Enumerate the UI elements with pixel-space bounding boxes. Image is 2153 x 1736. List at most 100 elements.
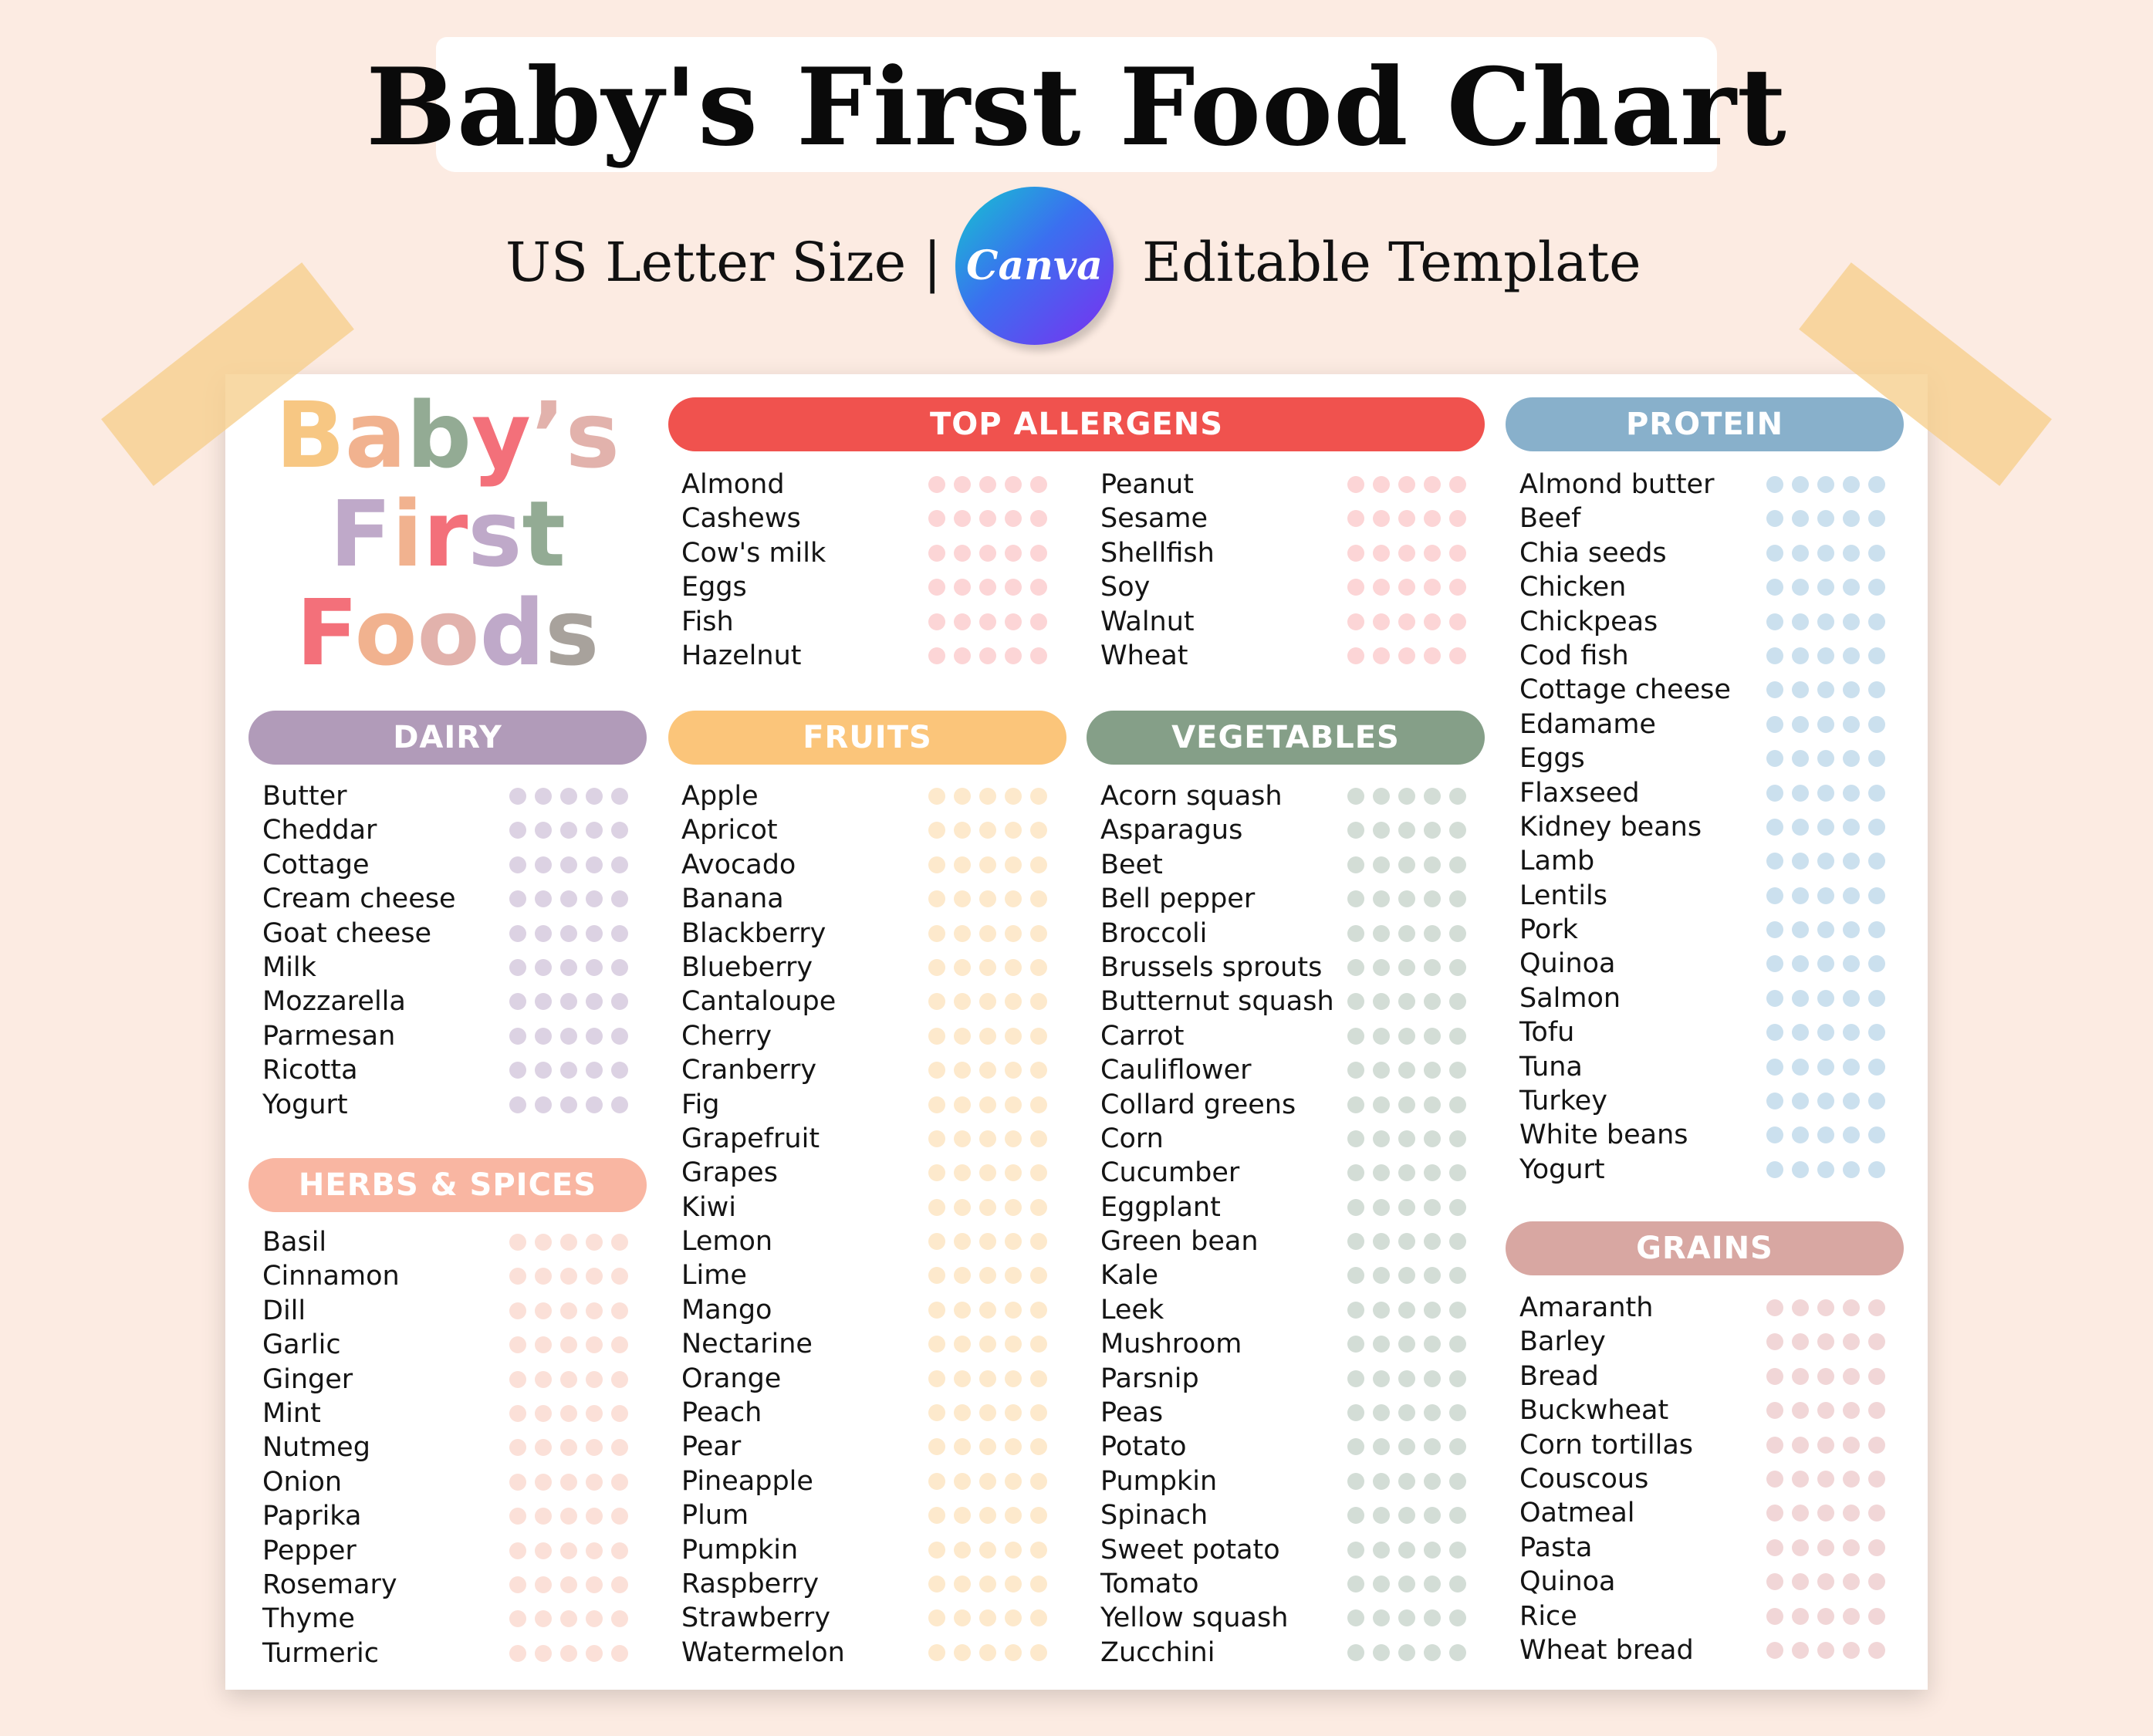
tracking-dot[interactable] bbox=[1398, 924, 1415, 942]
tracking-dot[interactable] bbox=[1843, 715, 1860, 733]
tracking-dot[interactable] bbox=[928, 1507, 945, 1525]
tracking-dot[interactable] bbox=[954, 1096, 971, 1113]
tracking-dot[interactable] bbox=[1424, 1027, 1441, 1045]
tracking-dot[interactable] bbox=[1449, 1404, 1466, 1422]
tracking-dot[interactable] bbox=[1766, 681, 1783, 699]
tracking-dot[interactable] bbox=[1005, 924, 1022, 942]
tracking-dot[interactable] bbox=[1817, 750, 1834, 768]
tracking-dot[interactable] bbox=[1373, 1404, 1390, 1422]
tracking-dot[interactable] bbox=[535, 1370, 552, 1388]
tracking-dot[interactable] bbox=[1005, 1541, 1022, 1559]
tracking-dot[interactable] bbox=[560, 958, 577, 976]
tracking-dot[interactable] bbox=[1817, 476, 1834, 493]
tracking-dot[interactable] bbox=[509, 1610, 526, 1628]
tracking-dot[interactable] bbox=[1005, 579, 1022, 596]
tracking-dot[interactable] bbox=[1347, 993, 1364, 1011]
tracking-dot[interactable] bbox=[1347, 647, 1364, 664]
tracking-dot[interactable] bbox=[1424, 1198, 1441, 1216]
tracking-dot[interactable] bbox=[979, 1062, 996, 1079]
tracking-dot[interactable] bbox=[1424, 613, 1441, 630]
tracking-dot[interactable] bbox=[560, 1096, 577, 1113]
tracking-dot[interactable] bbox=[1424, 822, 1441, 839]
tracking-dot[interactable] bbox=[1005, 1643, 1022, 1661]
tracking-dot[interactable] bbox=[1030, 579, 1047, 596]
tracking-dot[interactable] bbox=[979, 1643, 996, 1661]
tracking-dot[interactable] bbox=[560, 1268, 577, 1285]
tracking-dot[interactable] bbox=[1843, 1538, 1860, 1556]
tracking-dot[interactable] bbox=[1817, 1058, 1834, 1076]
tracking-dot[interactable] bbox=[509, 1473, 526, 1491]
tracking-dot[interactable] bbox=[535, 856, 552, 873]
tracking-dot[interactable] bbox=[1868, 1093, 1885, 1110]
tracking-dot[interactable] bbox=[1347, 890, 1364, 908]
tracking-dot[interactable] bbox=[1766, 921, 1783, 939]
tracking-dot[interactable] bbox=[954, 993, 971, 1011]
tracking-dot[interactable] bbox=[1868, 1024, 1885, 1042]
tracking-dot[interactable] bbox=[1817, 1470, 1834, 1488]
tracking-dot[interactable] bbox=[979, 1336, 996, 1353]
tracking-dot[interactable] bbox=[1373, 1233, 1390, 1251]
tracking-dot[interactable] bbox=[979, 958, 996, 976]
tracking-dot[interactable] bbox=[586, 1302, 603, 1319]
tracking-dot[interactable] bbox=[1449, 1438, 1466, 1456]
tracking-dot[interactable] bbox=[979, 1575, 996, 1592]
tracking-dot[interactable] bbox=[979, 1541, 996, 1559]
tracking-dot[interactable] bbox=[1868, 1299, 1885, 1316]
tracking-dot[interactable] bbox=[535, 1439, 552, 1457]
tracking-dot[interactable] bbox=[1347, 958, 1364, 976]
tracking-dot[interactable] bbox=[928, 544, 945, 562]
tracking-dot[interactable] bbox=[1030, 958, 1047, 976]
tracking-dot[interactable] bbox=[560, 1542, 577, 1559]
tracking-dot[interactable] bbox=[1843, 476, 1860, 493]
tracking-dot[interactable] bbox=[1766, 613, 1783, 630]
tracking-dot[interactable] bbox=[1766, 1436, 1783, 1454]
tracking-dot[interactable] bbox=[1005, 1130, 1022, 1147]
tracking-dot[interactable] bbox=[1843, 1573, 1860, 1591]
tracking-dot[interactable] bbox=[954, 1507, 971, 1525]
tracking-dot[interactable] bbox=[1817, 1538, 1834, 1556]
tracking-dot[interactable] bbox=[1792, 647, 1809, 664]
tracking-dot[interactable] bbox=[928, 1336, 945, 1353]
tracking-dot[interactable] bbox=[1398, 1609, 1415, 1627]
tracking-dot[interactable] bbox=[954, 1541, 971, 1559]
tracking-dot[interactable] bbox=[1449, 1062, 1466, 1079]
tracking-dot[interactable] bbox=[1398, 1507, 1415, 1525]
tracking-dot[interactable] bbox=[611, 958, 628, 976]
tracking-dot[interactable] bbox=[1843, 1126, 1860, 1144]
tracking-dot[interactable] bbox=[1843, 1436, 1860, 1454]
tracking-dot[interactable] bbox=[1843, 613, 1860, 630]
tracking-dot[interactable] bbox=[1030, 1472, 1047, 1490]
tracking-dot[interactable] bbox=[1347, 1027, 1364, 1045]
tracking-dot[interactable] bbox=[954, 579, 971, 596]
tracking-dot[interactable] bbox=[611, 1644, 628, 1662]
tracking-dot[interactable] bbox=[928, 1609, 945, 1627]
tracking-dot[interactable] bbox=[1766, 1641, 1783, 1659]
tracking-dot[interactable] bbox=[611, 993, 628, 1011]
tracking-dot[interactable] bbox=[535, 1508, 552, 1525]
tracking-dot[interactable] bbox=[1005, 993, 1022, 1011]
tracking-dot[interactable] bbox=[1005, 1164, 1022, 1182]
tracking-dot[interactable] bbox=[1766, 1058, 1783, 1076]
tracking-dot[interactable] bbox=[509, 1508, 526, 1525]
tracking-dot[interactable] bbox=[560, 856, 577, 873]
tracking-dot[interactable] bbox=[954, 822, 971, 839]
tracking-dot[interactable] bbox=[1373, 1301, 1390, 1319]
tracking-dot[interactable] bbox=[1843, 544, 1860, 562]
tracking-dot[interactable] bbox=[1398, 1027, 1415, 1045]
tracking-dot[interactable] bbox=[1347, 1164, 1364, 1182]
tracking-dot[interactable] bbox=[1347, 788, 1364, 805]
tracking-dot[interactable] bbox=[1792, 989, 1809, 1007]
tracking-dot[interactable] bbox=[1817, 818, 1834, 836]
tracking-dot[interactable] bbox=[1373, 1472, 1390, 1490]
tracking-dot[interactable] bbox=[928, 1472, 945, 1490]
tracking-dot[interactable] bbox=[1817, 989, 1834, 1007]
tracking-dot[interactable] bbox=[1005, 1438, 1022, 1456]
tracking-dot[interactable] bbox=[1005, 822, 1022, 839]
tracking-dot[interactable] bbox=[1843, 1093, 1860, 1110]
tracking-dot[interactable] bbox=[1347, 1336, 1364, 1353]
tracking-dot[interactable] bbox=[1792, 1126, 1809, 1144]
tracking-dot[interactable] bbox=[586, 1576, 603, 1593]
tracking-dot[interactable] bbox=[586, 1644, 603, 1662]
tracking-dot[interactable] bbox=[979, 856, 996, 873]
tracking-dot[interactable] bbox=[1424, 1130, 1441, 1147]
